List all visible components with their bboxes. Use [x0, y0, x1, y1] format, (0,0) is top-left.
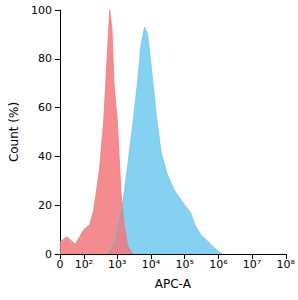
- svg-text:10⁸: 10⁸: [277, 258, 296, 271]
- svg-text:0: 0: [56, 258, 63, 271]
- svg-text:Count (%): Count (%): [7, 102, 21, 162]
- svg-text:40: 40: [38, 150, 52, 163]
- svg-text:10²: 10²: [75, 258, 93, 271]
- svg-text:10⁵: 10⁵: [175, 258, 193, 271]
- svg-text:60: 60: [38, 101, 52, 114]
- svg-text:20: 20: [38, 199, 52, 212]
- svg-text:10³: 10³: [108, 258, 126, 271]
- svg-text:APC-A: APC-A: [155, 277, 192, 291]
- svg-text:80: 80: [38, 52, 52, 65]
- svg-text:100: 100: [31, 4, 52, 17]
- svg-text:10⁶: 10⁶: [209, 258, 228, 271]
- svg-text:10⁷: 10⁷: [243, 258, 261, 271]
- svg-text:10⁴: 10⁴: [142, 258, 161, 271]
- svg-text:0: 0: [45, 248, 52, 261]
